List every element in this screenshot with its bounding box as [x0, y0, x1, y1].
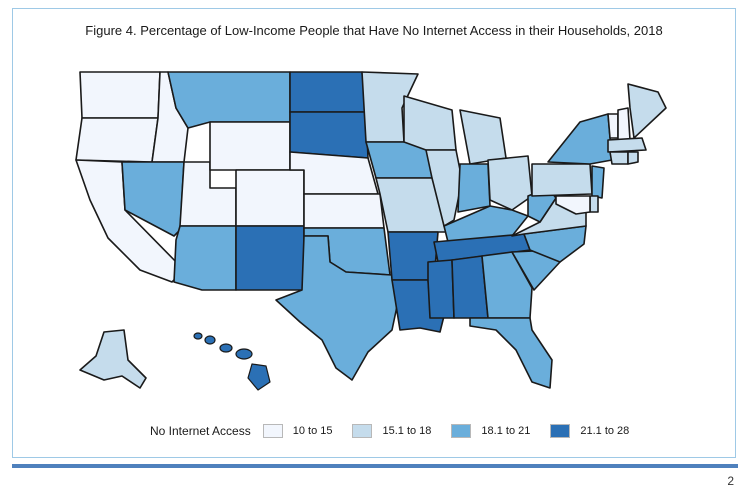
state-NY [547, 113, 613, 165]
legend-label-4: 21.1 to 28 [580, 425, 630, 437]
state-KS [303, 193, 385, 229]
legend-label-2: 15.1 to 18 [382, 425, 432, 437]
state-NE [289, 151, 379, 195]
state-OH [487, 155, 533, 211]
legend-swatch-1 [262, 424, 283, 438]
states-group [75, 71, 667, 389]
state-OR [75, 117, 159, 163]
state-WA [79, 71, 161, 119]
state-ME [627, 83, 667, 139]
legend-label-3: 18.1 to 21 [481, 425, 531, 437]
figure-title: Figure 4. Percentage of Low-Income Peopl… [85, 23, 663, 38]
legend-swatch-2 [352, 424, 373, 438]
state-SD [289, 111, 369, 159]
state-NV [121, 161, 185, 237]
state-CO [235, 169, 305, 227]
state-UT [179, 161, 237, 227]
page-number: 2 [727, 474, 734, 488]
state-WI [403, 95, 457, 151]
state-WY [209, 121, 291, 171]
legend-swatch-3 [451, 424, 472, 438]
state-FL [469, 317, 553, 389]
state-MA [607, 137, 647, 153]
state-AZ [173, 225, 237, 291]
legend-label-1: 10 to 15 [292, 425, 333, 437]
state-MI [459, 109, 507, 165]
hawaii-island-oahu [219, 343, 233, 353]
legend: No Internet Access 10 to 15 15.1 to 18 1… [150, 421, 649, 441]
state-NH [617, 107, 631, 141]
state-MD [555, 195, 591, 215]
state-AK [79, 329, 147, 389]
state-GA [481, 251, 533, 319]
hawaii-island-kauai [204, 335, 216, 345]
state-VT [607, 113, 619, 139]
hawaii-island-big [247, 363, 271, 391]
state-MS [427, 259, 455, 319]
state-IL [425, 149, 463, 227]
state-TX [275, 235, 401, 381]
state-NM [235, 225, 305, 291]
legend-title: No Internet Access [150, 424, 251, 438]
footer-rule [12, 464, 738, 468]
state-MN [361, 71, 419, 143]
state-MT [167, 71, 291, 129]
state-ND [289, 71, 367, 113]
legend-swatch-4 [550, 424, 571, 438]
state-IN [457, 163, 491, 213]
state-RI [627, 151, 639, 165]
state-NJ [591, 165, 605, 199]
hawaii-group [193, 332, 271, 391]
state-CT [609, 151, 629, 165]
state-DE [589, 195, 599, 213]
state-PA [531, 163, 593, 197]
hawaii-island-niihau [193, 332, 203, 340]
hawaii-island-maui [235, 348, 253, 360]
